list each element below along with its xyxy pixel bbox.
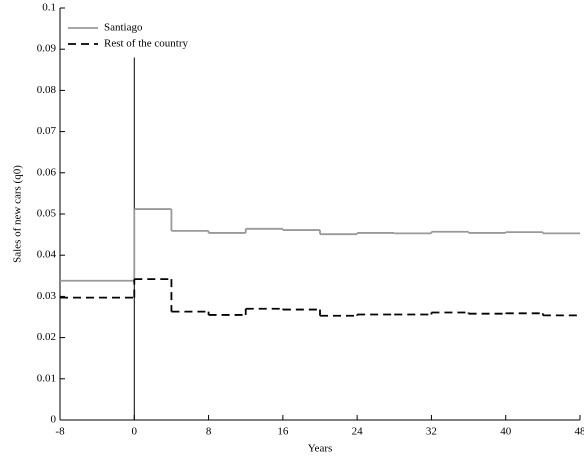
x-tick-label: 32 xyxy=(426,426,437,438)
y-tick-label: 0.08 xyxy=(37,84,57,96)
x-tick-label: 8 xyxy=(206,426,212,438)
x-tick-label: 40 xyxy=(500,426,512,438)
x-tick-label: 0 xyxy=(132,426,138,438)
legend-label: Rest of the country xyxy=(104,38,189,50)
y-axis-label: Sales of new cars (q0) xyxy=(12,165,24,263)
x-tick-label: 24 xyxy=(352,426,364,438)
y-tick-label: 0.03 xyxy=(37,290,57,302)
y-tick-label: 0.04 xyxy=(37,249,57,261)
y-tick-label: 0.02 xyxy=(37,331,56,343)
y-tick-label: 0 xyxy=(51,414,57,426)
legend-label: Santiago xyxy=(104,22,143,34)
x-tick-label: 48 xyxy=(575,426,584,438)
y-tick-label: 0.07 xyxy=(37,125,57,137)
x-axis-label: Years xyxy=(308,443,333,455)
y-tick-label: 0.01 xyxy=(37,372,56,384)
y-tick-label: 0.1 xyxy=(42,2,56,14)
x-tick-label: -8 xyxy=(55,426,65,438)
y-tick-label: 0.05 xyxy=(37,208,57,220)
y-tick-label: 0.09 xyxy=(37,43,57,55)
x-tick-label: 16 xyxy=(277,426,289,438)
y-tick-label: 0.06 xyxy=(37,166,57,178)
